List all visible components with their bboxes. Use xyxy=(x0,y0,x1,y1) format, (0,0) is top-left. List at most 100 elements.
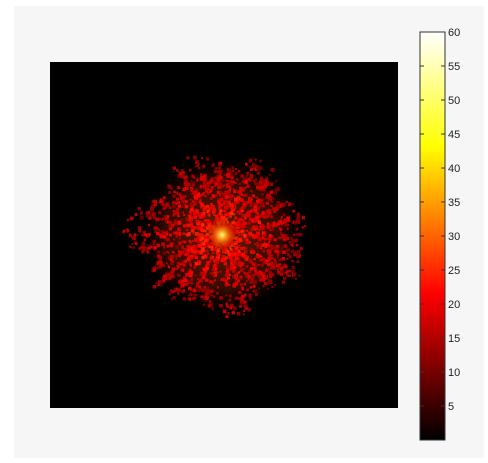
speckle-point xyxy=(205,157,210,161)
speckle-point xyxy=(185,219,188,222)
speckle-point xyxy=(251,220,254,223)
speckle-point xyxy=(203,250,206,253)
speckle-point xyxy=(250,277,255,282)
speckle-point xyxy=(267,209,270,212)
speckle-point xyxy=(164,272,168,275)
speckle-point xyxy=(295,233,299,237)
speckle-point xyxy=(162,279,166,283)
speckle-point xyxy=(191,200,194,203)
speckle-point xyxy=(195,212,199,216)
speckle-point xyxy=(180,245,183,248)
speckle-point xyxy=(301,216,305,220)
speckle-point xyxy=(256,228,259,231)
speckle-point xyxy=(240,206,243,209)
speckle-point xyxy=(230,172,233,176)
speckle-point xyxy=(204,289,208,293)
speckle-point xyxy=(297,221,301,224)
speckle-point xyxy=(234,246,239,250)
speckle-point xyxy=(262,271,266,275)
speckle-point xyxy=(126,218,130,222)
speckle-point xyxy=(185,223,188,226)
speckle-point xyxy=(235,252,240,257)
speckle-point xyxy=(185,228,189,232)
speckle-point xyxy=(256,171,261,175)
speckle-point xyxy=(244,186,247,189)
speckle-point xyxy=(251,176,254,179)
speckle-point xyxy=(208,260,212,263)
speckle-point xyxy=(238,218,241,221)
speckle-point xyxy=(256,234,259,237)
speckle-point xyxy=(240,209,244,213)
speckle-point xyxy=(244,214,246,216)
speckle-point xyxy=(257,234,261,238)
speckle-point xyxy=(165,218,170,223)
speckle-point xyxy=(252,162,256,167)
speckle-point xyxy=(194,250,198,254)
speckle-point xyxy=(240,266,242,268)
speckle-point xyxy=(254,168,258,172)
speckle-point xyxy=(252,194,255,198)
speckle-point xyxy=(247,200,251,204)
speckle-point xyxy=(210,186,214,189)
speckle-point xyxy=(241,224,245,228)
speckle-point xyxy=(259,255,262,258)
speckle-point xyxy=(192,211,197,216)
speckle-point xyxy=(232,201,237,206)
speckle-point xyxy=(255,215,259,220)
speckle-point xyxy=(296,216,301,221)
speckle-point xyxy=(188,298,191,301)
speckle-point xyxy=(249,175,253,179)
speckle-point xyxy=(270,261,274,265)
speckle-point xyxy=(227,252,230,255)
speckle-point xyxy=(198,162,200,165)
speckle-point xyxy=(202,164,206,168)
speckle-point xyxy=(191,206,194,209)
speckle-point xyxy=(241,180,245,183)
speckle-point xyxy=(294,277,297,280)
speckle-point xyxy=(286,253,290,256)
speckle-point xyxy=(292,220,295,223)
speckle-point xyxy=(232,221,235,225)
speckle-point xyxy=(175,287,178,289)
speckle-point xyxy=(260,263,264,267)
speckle-point xyxy=(225,302,228,305)
speckle-point xyxy=(137,226,142,230)
speckle-point xyxy=(279,258,281,261)
speckle-point xyxy=(204,189,208,193)
speckle-point xyxy=(233,189,237,194)
speckle-point xyxy=(248,165,251,168)
speckle-point xyxy=(194,200,198,204)
speckle-point xyxy=(170,255,174,259)
speckle-point xyxy=(197,166,201,170)
speckle-point xyxy=(146,251,150,254)
speckle-point xyxy=(206,191,210,195)
speckle-point xyxy=(218,171,222,176)
speckle-point xyxy=(200,184,203,187)
speckle-point xyxy=(219,296,223,300)
speckle-point xyxy=(214,170,217,173)
speckle-point xyxy=(285,236,288,238)
speckle-point xyxy=(291,269,295,273)
speckle-point xyxy=(161,230,165,233)
speckle-point xyxy=(264,213,267,215)
speckle-point xyxy=(190,222,194,226)
speckle-point xyxy=(130,216,134,221)
speckle-point xyxy=(260,255,263,258)
speckle-point xyxy=(176,207,180,212)
speckle-point xyxy=(205,219,208,221)
speckle-point xyxy=(188,273,193,277)
speckle-point xyxy=(179,255,182,258)
speckle-point xyxy=(142,233,146,237)
speckle-point xyxy=(245,202,248,205)
speckle-point xyxy=(253,218,255,220)
speckle-point xyxy=(186,233,190,237)
speckle-point xyxy=(168,257,172,261)
speckle-point xyxy=(256,185,260,190)
speckle-point xyxy=(220,258,225,263)
speckle-point xyxy=(270,204,273,208)
speckle-point xyxy=(225,282,229,285)
speckle-point xyxy=(201,228,205,233)
speckle-point xyxy=(163,246,166,249)
speckle-point xyxy=(204,296,209,300)
speckle-point xyxy=(241,214,245,218)
